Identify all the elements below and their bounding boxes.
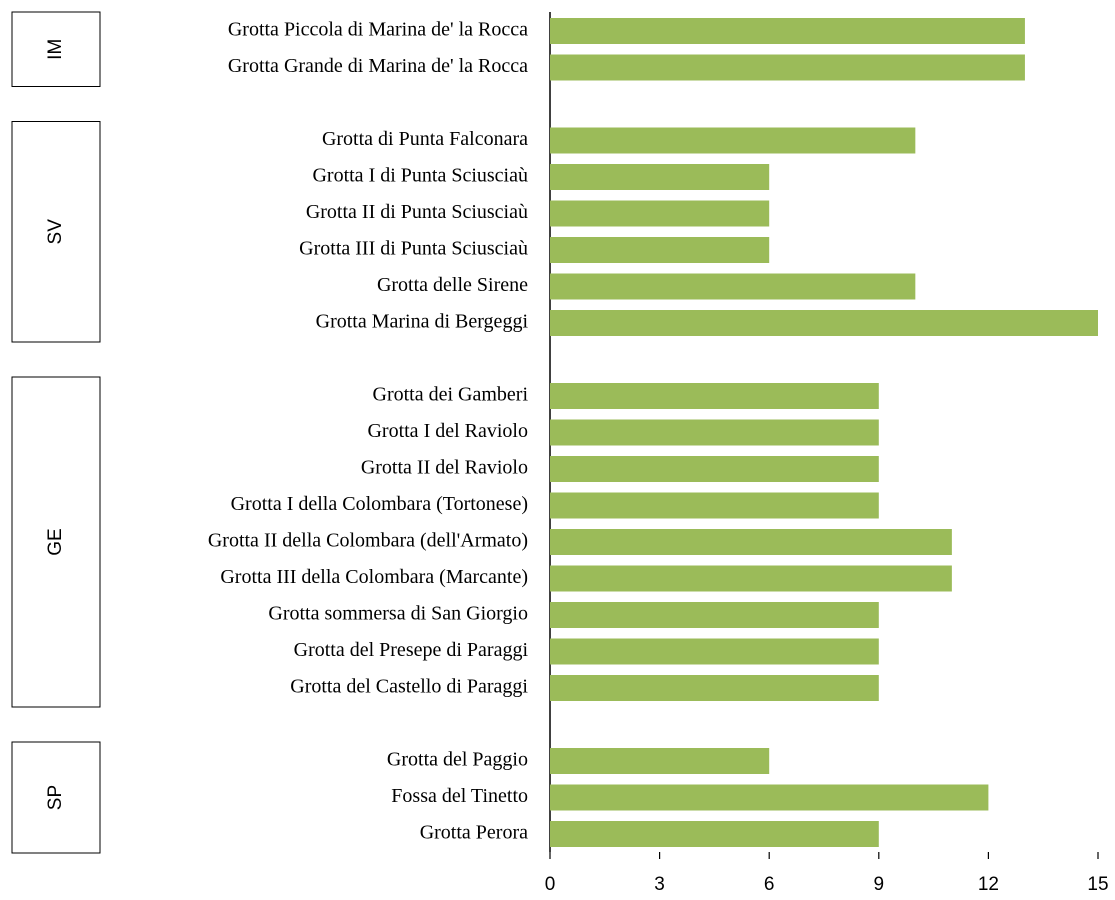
bar bbox=[550, 784, 989, 811]
y-tick-label: Fossa del Tinetto bbox=[391, 785, 528, 807]
x-tick-label: 6 bbox=[764, 874, 775, 895]
y-tick-label: Grotta I di Punta Sciusciaù bbox=[312, 165, 528, 187]
bar bbox=[550, 638, 879, 665]
group-box bbox=[11, 121, 101, 343]
y-tick-label: Grotta Piccola di Marina de' la Rocca bbox=[228, 19, 528, 41]
group-label: SP bbox=[45, 785, 66, 810]
y-tick-label: Grotta del Presepe di Paraggi bbox=[294, 639, 529, 661]
y-tick-label: Grotta Grande di Marina de' la Rocca bbox=[228, 55, 528, 77]
bar bbox=[550, 127, 916, 154]
x-tick-label: 0 bbox=[545, 874, 556, 895]
x-tick-label: 15 bbox=[1087, 874, 1108, 895]
x-tick-label: 3 bbox=[654, 874, 665, 895]
y-tick-label: Grotta di Punta Falconara bbox=[322, 128, 528, 150]
y-tick-label: Grotta II della Colombara (dell'Armato) bbox=[208, 530, 528, 552]
y-tick-label: Grotta I della Colombara (Tortonese) bbox=[231, 493, 528, 515]
bar bbox=[550, 200, 770, 227]
y-tick-label: Grotta del Castello di Paraggi bbox=[290, 676, 528, 698]
bar bbox=[550, 456, 879, 482]
bar bbox=[550, 273, 916, 300]
group-label: IM bbox=[45, 39, 66, 60]
bar bbox=[550, 602, 879, 628]
y-tick-label: Grotta III di Punta Sciusciaù bbox=[299, 238, 528, 260]
y-tick-label: Grotta I del Raviolo bbox=[367, 420, 528, 442]
bar bbox=[550, 18, 1025, 44]
y-tick-label: Grotta delle Sirene bbox=[377, 274, 528, 296]
y-tick-label: Grotta Perora bbox=[420, 822, 528, 844]
y-tick-label: Grotta III della Colombara (Marcante) bbox=[220, 566, 528, 588]
y-tick-label: Grotta sommersa di San Giorgio bbox=[268, 603, 528, 625]
bar bbox=[550, 419, 879, 446]
group-box bbox=[11, 11, 101, 87]
group-label: GE bbox=[45, 528, 66, 555]
y-tick-label: Grotta Marina di Bergeggi bbox=[316, 311, 529, 333]
bar bbox=[550, 164, 770, 190]
bar bbox=[550, 529, 952, 555]
x-tick-label: 9 bbox=[874, 874, 885, 895]
bar bbox=[550, 383, 879, 409]
bar bbox=[550, 310, 1098, 336]
bar bbox=[550, 821, 879, 847]
bar bbox=[550, 565, 952, 592]
bar bbox=[550, 492, 879, 519]
y-tick-label: Grotta II di Punta Sciusciaù bbox=[306, 201, 528, 223]
bar bbox=[550, 675, 879, 701]
group-label: SV bbox=[45, 219, 66, 245]
bar bbox=[550, 237, 770, 263]
x-tick-label: 12 bbox=[978, 874, 999, 895]
y-tick-label: Grotta II del Raviolo bbox=[361, 457, 528, 479]
group-box bbox=[11, 741, 101, 854]
y-tick-label: Grotta del Paggio bbox=[387, 749, 528, 771]
group-box bbox=[11, 376, 101, 708]
y-tick-label: Grotta dei Gamberi bbox=[373, 384, 529, 406]
bar bbox=[550, 748, 770, 774]
bar bbox=[550, 54, 1025, 81]
